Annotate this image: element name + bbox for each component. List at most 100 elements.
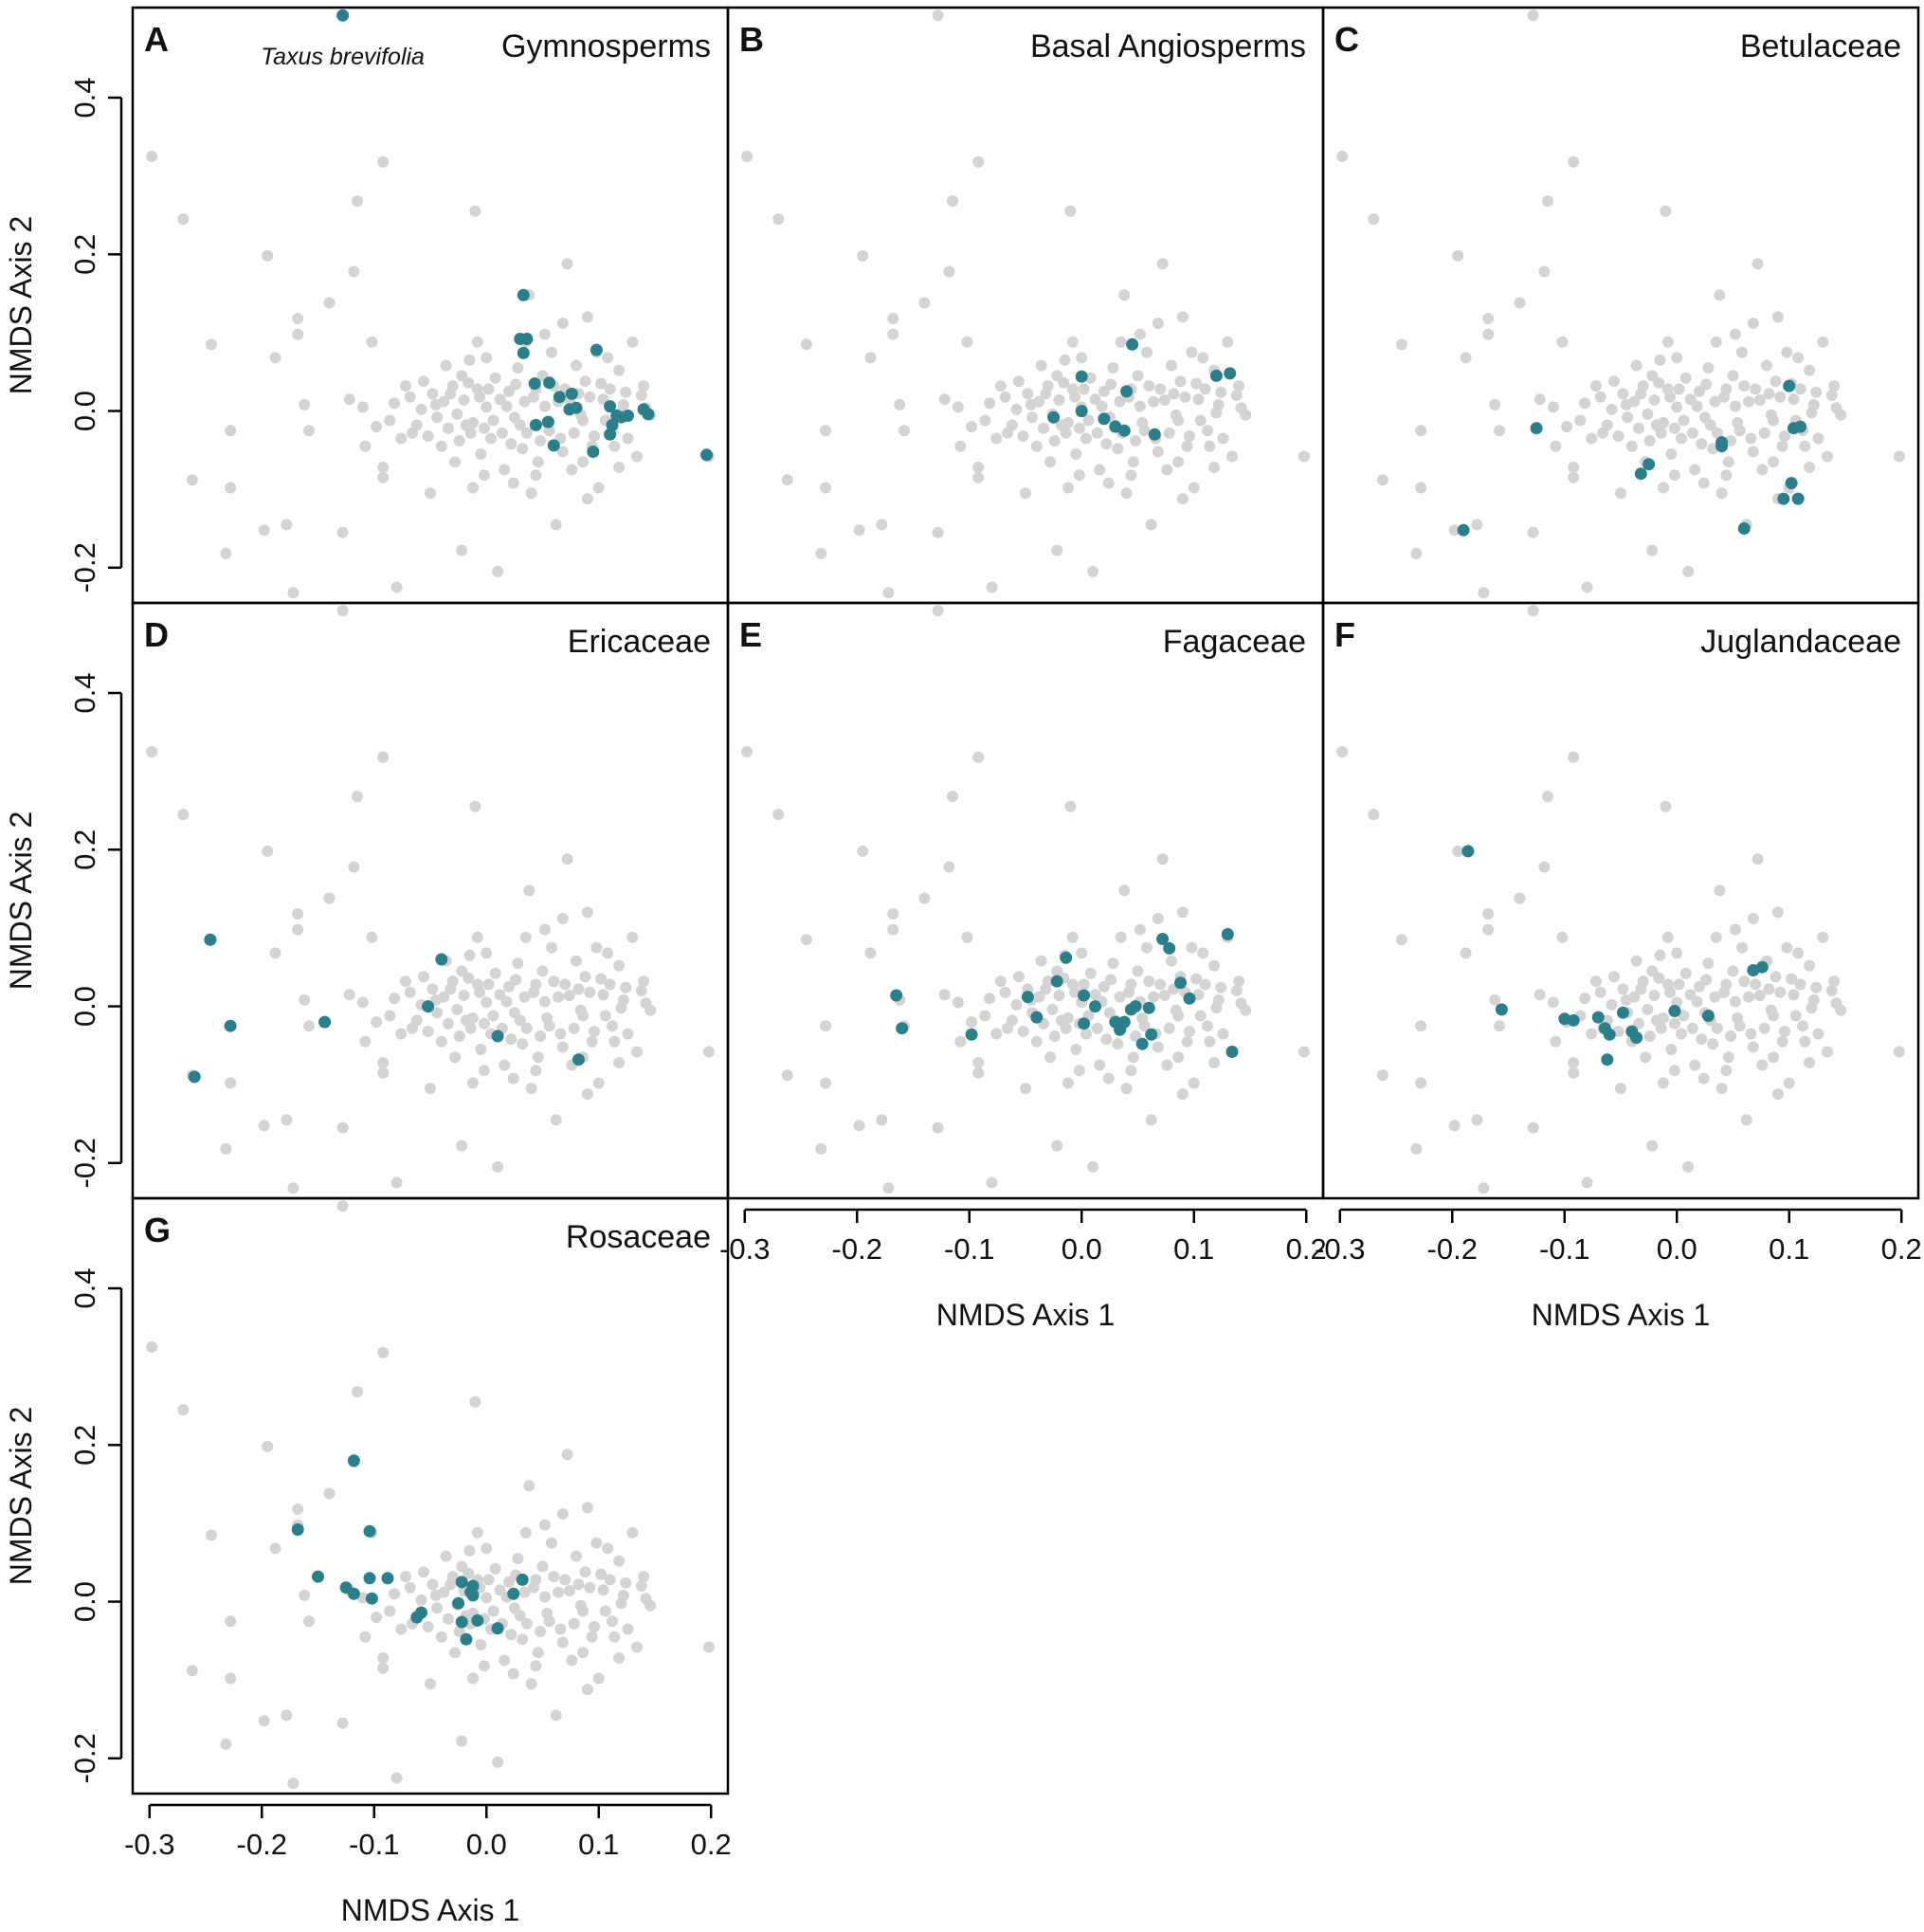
background-point <box>1026 411 1039 424</box>
background-point <box>1711 1022 1723 1034</box>
background-point <box>1679 372 1692 384</box>
background-point <box>597 1584 609 1596</box>
background-point <box>550 1709 562 1722</box>
highlight-point <box>471 1613 484 1627</box>
x-tick-label: 0.1 <box>1769 1232 1809 1266</box>
background-point <box>422 430 434 442</box>
background-point <box>1776 1035 1788 1048</box>
background-point <box>887 923 899 936</box>
background-point <box>1697 1072 1710 1084</box>
background-point <box>205 1529 217 1541</box>
x-axis: -0.3 -0.2 -0.1 0.0 0.1 0.2 NMDS Axis 1 <box>1315 1208 1922 1332</box>
background-point <box>1682 565 1695 577</box>
background-point <box>984 397 996 410</box>
background-point <box>1060 427 1072 439</box>
background-point <box>458 394 470 406</box>
background-point <box>607 1020 618 1032</box>
background-point <box>1628 395 1641 408</box>
background-point <box>577 1605 590 1617</box>
background-point <box>1804 364 1816 376</box>
background-point <box>548 1571 560 1583</box>
background-point <box>463 354 476 366</box>
background-point <box>1118 884 1131 897</box>
background-point <box>1134 400 1146 412</box>
background-point <box>1783 1077 1795 1089</box>
background-point <box>599 1605 611 1617</box>
y-axis-label: NMDS Axis 2 <box>4 216 38 394</box>
background-point <box>1172 456 1185 468</box>
background-point <box>972 1057 985 1068</box>
background-point <box>456 1139 468 1152</box>
background-point <box>1080 1028 1092 1040</box>
background-point <box>1082 414 1095 427</box>
background-point <box>395 1623 408 1635</box>
highlight-point <box>224 1019 237 1032</box>
background-point <box>1143 380 1155 392</box>
background-point <box>1696 438 1708 450</box>
background-point <box>482 1574 495 1586</box>
background-point <box>518 1586 531 1598</box>
highlight-point <box>1643 458 1656 471</box>
background-point <box>853 524 865 537</box>
background-point <box>553 991 565 1003</box>
background-point <box>1835 409 1847 421</box>
background-point <box>1102 1072 1115 1084</box>
highlight-point <box>507 1587 520 1600</box>
background-point <box>177 809 190 821</box>
background-point <box>438 1586 450 1598</box>
background-point <box>371 1016 383 1029</box>
background-point <box>348 861 360 873</box>
background-point <box>572 983 585 995</box>
background-point <box>1729 923 1741 936</box>
background-point <box>1637 380 1649 392</box>
background-point <box>568 427 580 439</box>
background-point <box>186 1665 198 1677</box>
background-point <box>1120 487 1133 500</box>
background-point <box>1022 388 1034 400</box>
background-point <box>1186 941 1198 954</box>
background-point <box>1745 432 1757 445</box>
background-point <box>1668 1017 1680 1030</box>
background-point <box>517 1633 529 1646</box>
background-point <box>1715 1083 1728 1095</box>
x-tick-label: -0.2 <box>1427 1232 1478 1266</box>
background-point <box>1489 398 1501 410</box>
panel-frame <box>131 1196 730 1795</box>
background-point <box>225 482 237 494</box>
background-point <box>530 978 542 991</box>
background-point <box>438 395 450 408</box>
background-point <box>1048 435 1061 447</box>
background-point <box>781 474 793 486</box>
background-point <box>220 1142 232 1155</box>
background-point <box>489 967 501 979</box>
background-point <box>1127 456 1139 468</box>
background-point <box>1779 430 1790 442</box>
background-point <box>435 440 447 452</box>
background-point <box>1064 800 1077 812</box>
background-point <box>1145 519 1157 531</box>
background-point <box>1738 380 1751 392</box>
background-point <box>943 265 955 278</box>
highlight-point <box>336 9 350 22</box>
background-point <box>1482 313 1495 324</box>
background-point <box>427 983 439 995</box>
background-point <box>1030 1035 1043 1048</box>
background-point <box>1002 427 1013 439</box>
highlight-point <box>347 1587 360 1600</box>
background-point <box>1199 978 1211 991</box>
background-point <box>1686 1022 1698 1034</box>
background-point <box>1127 1051 1139 1064</box>
y-tick-label: -0.2 <box>68 1138 101 1188</box>
background-point <box>525 1678 537 1690</box>
background-point <box>1460 352 1472 364</box>
background-point <box>638 380 650 392</box>
background-point <box>568 1617 580 1630</box>
background-point <box>1556 336 1569 348</box>
background-point <box>1753 990 1766 1001</box>
x-tick-label: 0.0 <box>1657 1232 1697 1266</box>
background-point <box>425 1678 436 1690</box>
background-point <box>1727 370 1739 382</box>
background-point <box>1073 1065 1085 1077</box>
background-point <box>1002 1022 1013 1034</box>
background-point <box>1714 884 1726 897</box>
